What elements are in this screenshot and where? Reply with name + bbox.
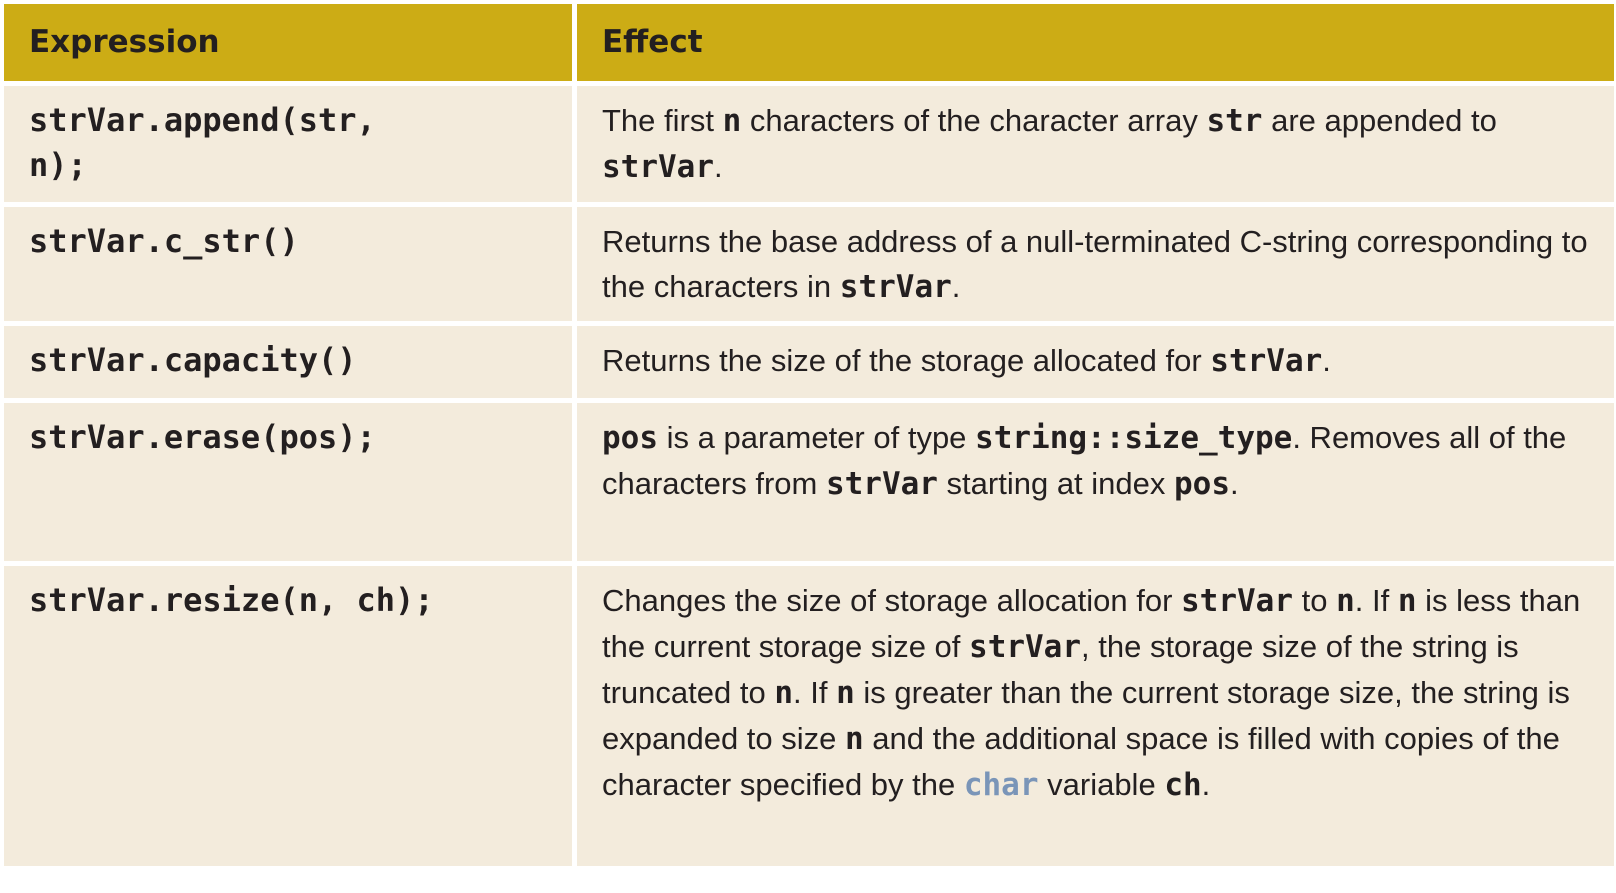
column-header-expression: Expression <box>4 4 572 81</box>
effect-text: is greater than the current storage size… <box>602 675 1570 756</box>
code-term: strVar <box>1181 583 1293 619</box>
effect-text: . <box>951 269 961 304</box>
effect-text: starting at index <box>937 466 1175 501</box>
effect-text: . <box>1230 466 1239 501</box>
code-term: pos <box>602 420 658 456</box>
code-term: ch <box>1164 767 1202 803</box>
effect-text: to <box>1293 583 1337 618</box>
code-term: n <box>836 675 855 711</box>
effect-cell: The first n characters of the character … <box>577 86 1614 202</box>
code-term: strVar <box>969 629 1082 665</box>
effect-text: is less than the current storage size of <box>602 583 1581 664</box>
code-term: n <box>1397 583 1417 619</box>
effect-text: The first <box>602 103 723 138</box>
code-term: n <box>845 721 864 757</box>
code-term: strVar <box>839 269 952 305</box>
effect-text: . Removes all of the characters from <box>602 420 1567 501</box>
code-term: strVar <box>1210 343 1323 379</box>
expression-cell: strVar.capacity() <box>4 326 572 398</box>
expression-cell: strVar.resize(n, ch); <box>4 566 572 866</box>
effect-text: , the storage size of the string is trun… <box>602 629 1519 710</box>
column-header-effect: Effect <box>577 4 1614 81</box>
effect-text: Returns the size of the storage allocate… <box>602 343 1211 378</box>
effect-cell: Returns the base address of a null-termi… <box>577 207 1614 321</box>
effect-text: variable <box>1038 767 1165 802</box>
effect-text: and the additional space is filled with … <box>602 721 1560 802</box>
expression-cell: strVar.erase(pos); <box>4 403 572 561</box>
code-term: n <box>1336 583 1355 619</box>
keyword-term: char <box>963 767 1039 803</box>
code-term: strVar <box>825 466 938 502</box>
string-functions-table: Expression Effect strVar.append(str, n);… <box>4 4 1614 866</box>
code-term: n <box>774 675 794 711</box>
expression-cell: strVar.append(str, n); <box>4 86 572 202</box>
effect-text: are appended to <box>1262 103 1497 138</box>
effect-cell: Returns the size of the storage allocate… <box>577 326 1614 398</box>
effect-text: is a parameter of type <box>658 420 976 455</box>
effect-text: . <box>713 149 723 184</box>
expression-cell: strVar.c_str() <box>4 207 572 321</box>
code-term: n <box>722 103 742 139</box>
effect-text: . If <box>1354 583 1398 618</box>
effect-text: . If <box>793 675 837 710</box>
effect-text: Changes the size of storage allocation f… <box>602 583 1182 618</box>
effect-cell: Changes the size of storage allocation f… <box>577 566 1614 866</box>
effect-text: . <box>1322 343 1331 378</box>
code-term: string::size_type <box>975 420 1293 456</box>
effect-text: characters of the character array <box>741 103 1207 138</box>
code-term: str <box>1206 103 1263 139</box>
effect-text: Returns the base address of a null-termi… <box>602 224 1588 304</box>
effect-text: . <box>1201 767 1211 802</box>
code-term: strVar <box>602 149 714 185</box>
code-term: pos <box>1174 466 1231 502</box>
effect-cell: pos is a parameter of type string::size_… <box>577 403 1614 561</box>
